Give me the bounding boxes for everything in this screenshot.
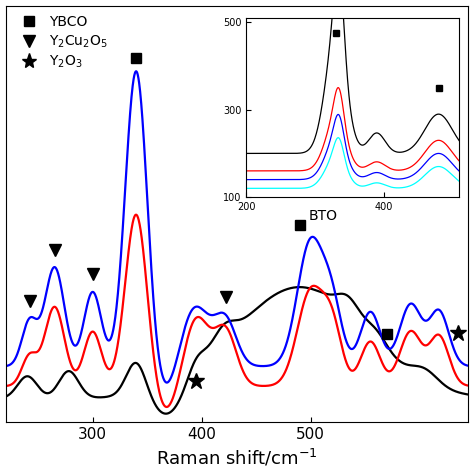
- X-axis label: Raman shift/cm$^{-1}$: Raman shift/cm$^{-1}$: [156, 447, 318, 468]
- Text: BTO: BTO: [309, 209, 337, 223]
- Legend: YBCO, Y$_2$Cu$_2$O$_5$, Y$_2$O$_3$: YBCO, Y$_2$Cu$_2$O$_5$, Y$_2$O$_3$: [12, 12, 110, 73]
